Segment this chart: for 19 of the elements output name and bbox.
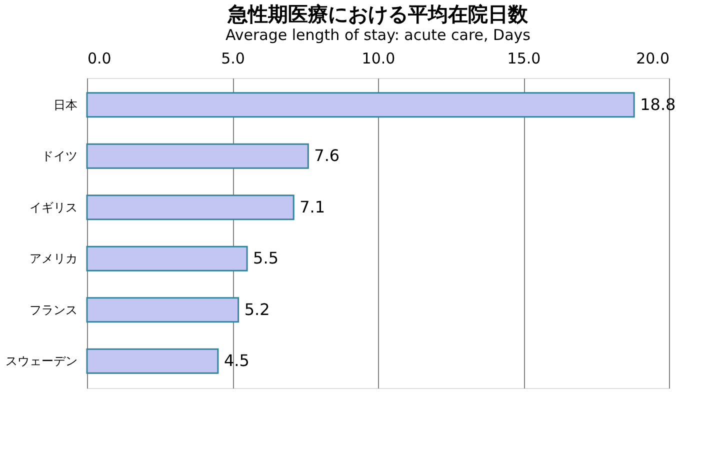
y-tick-label: フランス xyxy=(30,302,78,317)
x-tick-label: 20.0 xyxy=(636,50,670,68)
y-tick-label: アメリカ xyxy=(30,252,78,266)
chart-subtitle: Average length of stay: acute care, Days xyxy=(226,26,531,44)
x-tick-label: 15.0 xyxy=(507,50,541,68)
data-label: 5.2 xyxy=(244,300,270,319)
data-label: 5.5 xyxy=(253,248,279,268)
data-label: 18.8 xyxy=(640,94,676,114)
x-tick-label: 0.0 xyxy=(88,50,112,68)
y-tick-label: ドイツ xyxy=(42,149,78,164)
x-tick-label: 5.0 xyxy=(221,50,245,68)
data-label: 7.6 xyxy=(314,146,340,166)
y-tick-label: 日本 xyxy=(54,98,78,112)
y-tick-label: イギリス xyxy=(30,200,78,214)
data-label: 4.5 xyxy=(224,351,250,370)
y-tick-label: スウェーデン xyxy=(6,354,78,368)
chart-title: 急性期医療における平均在院日数 xyxy=(227,2,529,26)
data-label: 7.1 xyxy=(300,197,326,216)
x-tick-label: 10.0 xyxy=(362,50,396,68)
